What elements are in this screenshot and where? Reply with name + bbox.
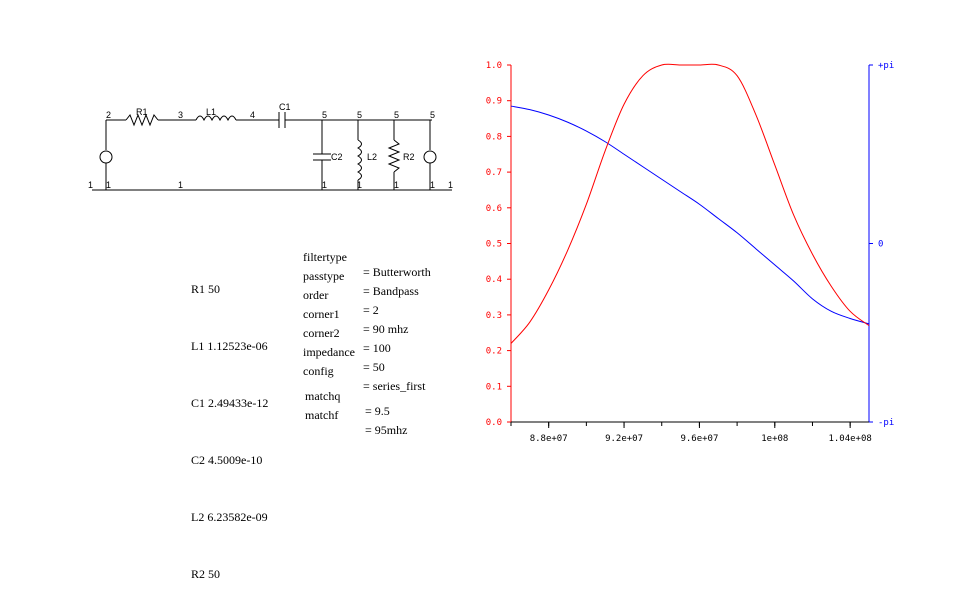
inductor-l1 — [195, 115, 237, 122]
node-label: 2 — [106, 110, 111, 120]
circuit-schematic: 2 3 4 5 5 5 5 1 1 1 1 1 1 1 1 R1 L1 C1 C… — [88, 102, 453, 191]
param-row: config = series_first — [303, 349, 425, 409]
node-label: 1 — [106, 180, 111, 190]
node-label: 4 — [250, 110, 255, 120]
component-value: C1 2.49433e-12 — [191, 396, 269, 410]
node-label: 1 — [448, 180, 453, 190]
component-label-c1: C1 — [279, 102, 291, 112]
resistor-r1 — [125, 113, 159, 127]
node-label: 5 — [357, 110, 362, 120]
component-label-c2: C2 — [331, 152, 343, 162]
param-row: filtertype = Butterworth — [303, 235, 431, 295]
param-key: corner2 — [303, 326, 340, 340]
y-right-tick-label: +pi — [878, 61, 894, 71]
match-key: matchf — [305, 408, 339, 422]
component-label-r1: R1 — [136, 107, 148, 117]
node-label: 1 — [88, 180, 93, 190]
node-label: 5 — [430, 110, 435, 120]
param-key: corner1 — [303, 307, 340, 321]
param-value: = 100 — [363, 341, 391, 355]
y-left-tick-label: 0.6 — [486, 204, 502, 214]
node-label: 1 — [430, 180, 435, 190]
y-left-tick-label: 0.8 — [486, 132, 502, 142]
component-value: R2 50 — [191, 567, 221, 581]
match-row: matchf = 95mhz — [305, 393, 407, 453]
param-key: filtertype — [303, 250, 347, 264]
component-value: L1 1.12523e-06 — [191, 339, 268, 353]
y-left-tick-label: 0.0 — [486, 418, 502, 428]
component-value: C2 4.5009e-10 — [191, 453, 263, 467]
phase-series-line — [510, 105, 870, 325]
y-left-tick-label: 0.7 — [486, 168, 502, 178]
x-tick-label: 1.04e+08 — [828, 434, 871, 444]
y-right-tick-label: 0 — [878, 240, 883, 250]
node-label: 1 — [357, 180, 362, 190]
component-label-r2: R2 — [403, 152, 415, 162]
y-left-tick-label: 0.1 — [486, 382, 502, 392]
param-row: corner2 = 100 — [303, 311, 391, 371]
node-label: 1 — [178, 180, 183, 190]
x-tick-label: 8.8e+07 — [530, 434, 568, 444]
match-value: = 95mhz — [365, 423, 408, 437]
y-left-tick-label: 0.9 — [486, 97, 502, 107]
param-value: = Butterworth — [363, 265, 431, 279]
x-tick-label: 9.2e+07 — [605, 434, 643, 444]
y-left-tick-label: 0.3 — [486, 311, 502, 321]
component-label-l1: L1 — [206, 107, 216, 117]
param-key: impedance — [303, 345, 355, 359]
magnitude-series-line — [510, 63, 870, 344]
param-value: = 50 — [363, 360, 385, 374]
inductor-l2 — [356, 139, 362, 181]
node-label: 5 — [394, 110, 399, 120]
node-label: 1 — [394, 180, 399, 190]
component-values: R1 50 L1 1.12523e-06 C1 2.49433e-12 C2 4… — [191, 242, 268, 603]
y-left-tick-label: 0.4 — [486, 275, 502, 285]
match-key: matchq — [305, 389, 341, 403]
x-tick-label: 9.6e+07 — [680, 434, 718, 444]
node-label: 3 — [178, 110, 183, 120]
y-left-tick-label: 0.5 — [486, 240, 502, 250]
y-left-tick-label: 0.2 — [486, 347, 502, 357]
param-value: = 2 — [363, 303, 379, 317]
component-label-l2: L2 — [367, 152, 377, 162]
param-value: = 90 mhz — [363, 322, 409, 336]
match-value: = 9.5 — [365, 404, 390, 418]
param-row: impedance = 50 — [303, 330, 385, 390]
node-label: 1 — [322, 180, 327, 190]
param-value: = series_first — [363, 379, 426, 393]
node-label: 5 — [322, 110, 327, 120]
y-right-tick-label: -pi — [878, 418, 894, 428]
component-value: L2 6.23582e-09 — [191, 510, 268, 524]
param-key: order — [303, 288, 329, 302]
component-value: R1 50 — [191, 282, 221, 296]
param-row: corner1 = 90 mhz — [303, 292, 408, 352]
x-tick-label: 1e+08 — [761, 434, 788, 444]
param-key: passtype — [303, 269, 345, 283]
resistor-r2 — [387, 139, 401, 173]
match-row: matchq = 9.5 — [305, 374, 390, 434]
param-value: = Bandpass — [363, 284, 419, 298]
param-row: passtype = Bandpass — [303, 254, 419, 314]
y-left-tick-label: 1.0 — [486, 61, 502, 71]
param-key: config — [303, 364, 334, 378]
param-row: order = 2 — [303, 273, 379, 333]
